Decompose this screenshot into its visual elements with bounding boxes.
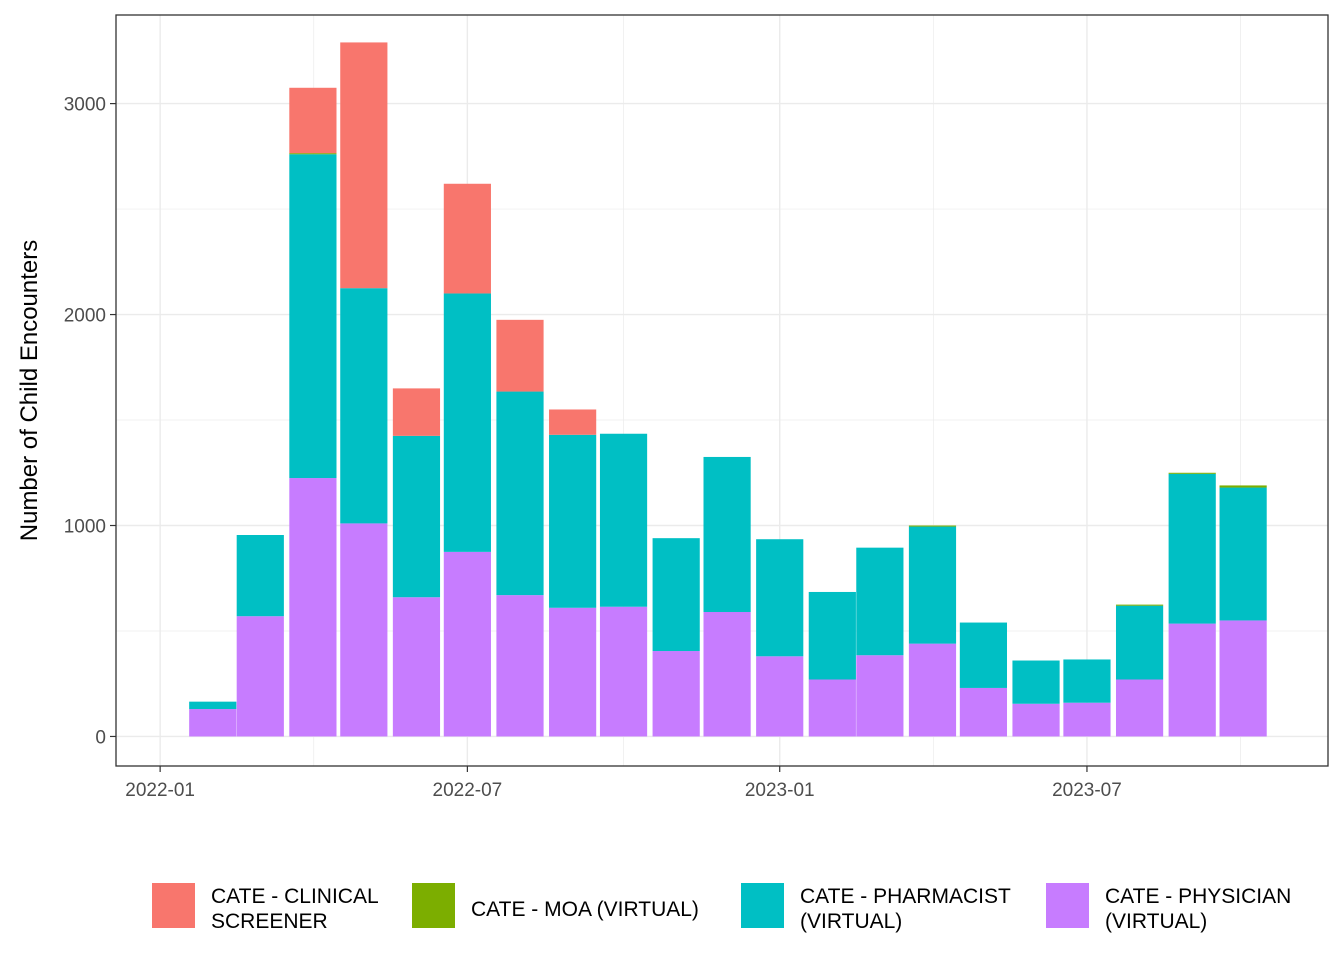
bar-segment <box>443 551 491 737</box>
legend-label: CATE - MOA (VIRTUAL) <box>471 898 699 921</box>
bar-segment <box>496 391 544 596</box>
legend-label: CATE - CLINICAL <box>211 885 379 908</box>
y-axis: 0 1000 2000 3000 <box>64 95 116 748</box>
plot-panel-border <box>115 14 1329 767</box>
bar-segment <box>908 526 957 644</box>
y-tick-label: 3000 <box>64 95 106 116</box>
x-axis: 2022-01 2022-07 2023-01 2023-07 <box>125 766 1122 801</box>
bar-segment <box>392 435 441 598</box>
legend-label: CATE - PHYSICIAN <box>1105 885 1291 908</box>
legend-key <box>412 883 455 928</box>
bar-segment <box>289 478 337 737</box>
x-tick-label: 2022-07 <box>433 780 503 801</box>
legend-key <box>152 883 195 928</box>
bar-segment <box>756 539 804 657</box>
bar-segment <box>703 612 751 737</box>
y-tick-label: 2000 <box>64 306 106 327</box>
bar-segment <box>908 525 957 527</box>
bar-segment <box>856 547 904 656</box>
bar-segment <box>1168 473 1216 624</box>
bar-segment <box>549 434 597 608</box>
bar-segment <box>1063 702 1111 737</box>
legend-key <box>741 883 784 928</box>
bar-segment <box>1219 620 1267 737</box>
bar-segment <box>236 535 284 617</box>
bar-segment <box>703 456 751 613</box>
bar-segment <box>340 42 388 289</box>
bar-segment <box>549 409 597 435</box>
bar-segment <box>289 154 337 479</box>
bar-segment <box>443 183 491 294</box>
legend-key <box>1046 883 1089 928</box>
bar-segment <box>289 153 337 155</box>
bar-segment <box>340 523 388 737</box>
legend-item: CATE - PHARMACIST(VIRTUAL) <box>741 883 1011 933</box>
bar-segment <box>756 656 804 737</box>
bar-segment <box>808 679 856 737</box>
bar-segment <box>652 651 700 737</box>
bar-segment <box>1168 623 1216 737</box>
bar-segment <box>959 687 1008 737</box>
bars <box>189 42 1267 737</box>
bar-segment <box>652 538 700 652</box>
bar-segment <box>496 595 544 737</box>
bar-segment <box>1115 679 1164 737</box>
bar-segment <box>189 709 237 737</box>
bar-segment <box>1168 472 1216 474</box>
bar-segment <box>1012 660 1060 704</box>
legend-label: (VIRTUAL) <box>1105 910 1207 933</box>
x-tick-label: 2022-01 <box>125 780 195 801</box>
bar-segment <box>599 606 648 737</box>
bar-segment <box>856 655 904 737</box>
bar-segment <box>496 319 544 392</box>
y-tick-label: 0 <box>95 727 106 748</box>
bar-segment <box>392 597 441 737</box>
legend-item: CATE - PHYSICIAN(VIRTUAL) <box>1046 883 1291 933</box>
bar-segment <box>599 433 648 607</box>
bar-segment <box>443 293 491 552</box>
y-axis-title: Number of Child Encounters <box>16 240 43 541</box>
bar-segment <box>236 616 284 737</box>
bar-segment <box>289 87 337 154</box>
bar-segment <box>1219 485 1267 488</box>
legend-label: (VIRTUAL) <box>800 910 902 933</box>
bar-segment <box>340 288 388 524</box>
y-tick-label: 1000 <box>64 517 106 538</box>
x-tick-label: 2023-01 <box>745 780 815 801</box>
bar-segment <box>549 607 597 737</box>
x-tick-label: 2023-07 <box>1052 780 1122 801</box>
legend-label: CATE - PHARMACIST <box>800 885 1011 908</box>
bar-segment <box>1219 487 1267 621</box>
bar-segment <box>808 591 856 680</box>
bar-segment <box>392 388 441 436</box>
bar-segment <box>1012 703 1060 737</box>
legend-label: SCREENER <box>211 910 328 933</box>
bar-segment <box>1115 604 1164 606</box>
bar-segment <box>959 622 1008 688</box>
bar-segment <box>189 701 237 710</box>
bar-segment <box>908 643 957 737</box>
bar-segment <box>1063 659 1111 703</box>
legend-item: CATE - MOA (VIRTUAL) <box>412 883 699 928</box>
bar-segment <box>1115 605 1164 680</box>
